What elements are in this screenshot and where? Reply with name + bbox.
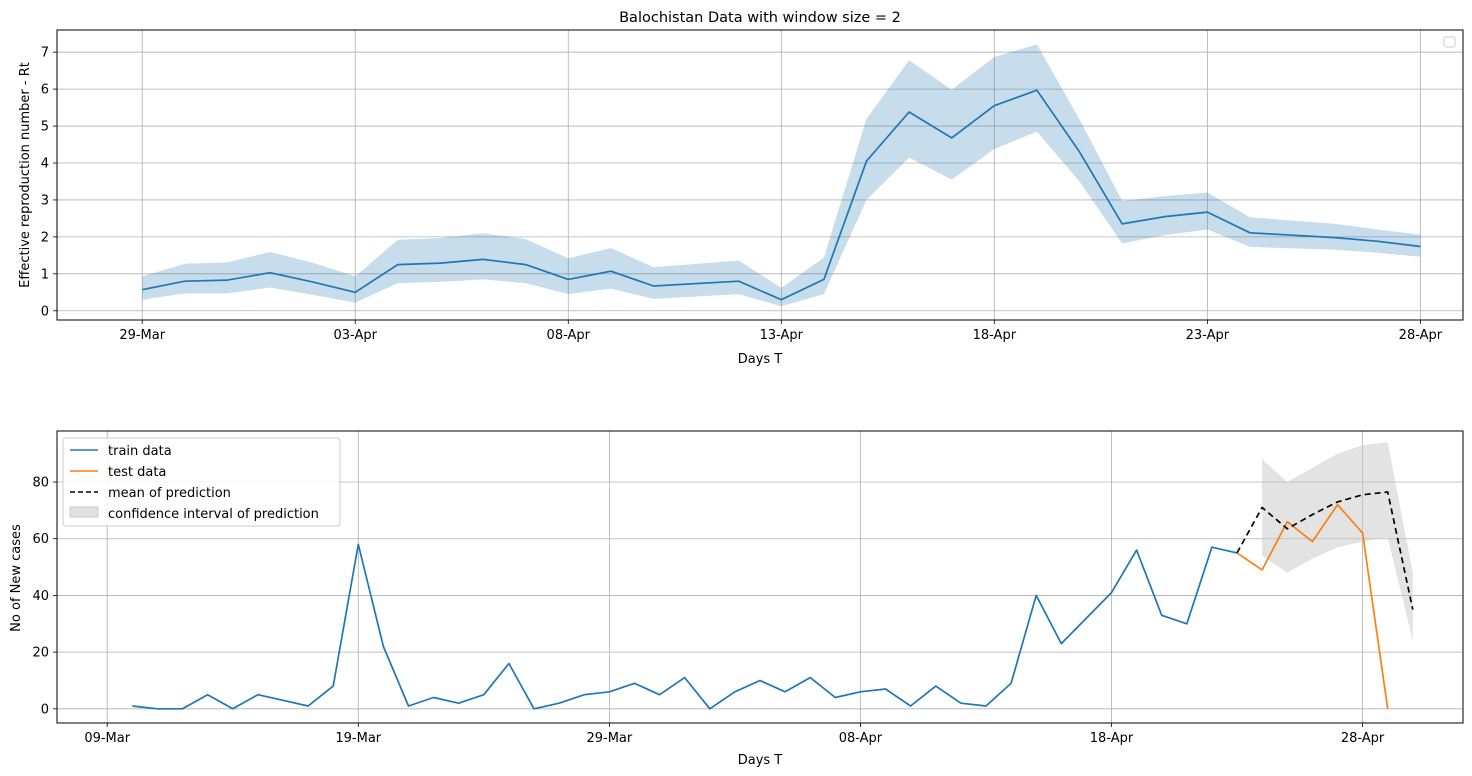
prediction-band-area [1262,442,1413,641]
y-tick-label: 3 [41,193,49,208]
cases-y-axis-label: No of New cases [9,524,24,632]
prediction-confidence-band [1262,442,1413,641]
legend-train-label: train data [108,444,172,459]
y-tick-label: 1 [41,267,49,282]
rt-grid [57,30,1463,320]
x-tick-label: 18-Apr [973,328,1017,343]
cases-axes-frame [56,430,1464,724]
test-data-line [1236,503,1389,709]
rt-band-area [142,44,1421,307]
x-tick-label: 09-Mar [84,731,130,746]
y-tick-label: 6 [41,83,49,98]
y-tick-label: 5 [41,120,49,135]
cases-series [132,491,1414,710]
x-tick-label: 08-Apr [839,731,883,746]
legend-mean-label: mean of prediction [108,486,231,501]
rt-chart-title: Balochistan Data with window size = 2 [619,10,901,26]
x-tick-label: 13-Apr [760,328,804,343]
x-tick-label: 29-Mar [586,731,632,746]
cases-x-ticks: 09-Mar 19-Mar 29-Mar 08-Apr 18-Apr 28-Apr [84,723,1385,746]
rt-y-axis-label: Effective reproduction number - Rt [18,62,33,288]
train-data-line [132,543,1238,710]
y-tick-label: 0 [41,702,49,717]
x-tick-label: 19-Mar [335,731,381,746]
cases-y-ticks: 0 20 40 60 80 [32,476,57,717]
x-tick-label: 18-Apr [1090,731,1134,746]
rt-axes-frame [56,29,1464,321]
x-tick-label: 08-Apr [547,328,591,343]
cases-chart: 09-Mar 19-Mar 29-Mar 08-Apr 18-Apr 28-Apr 0 20… [9,430,1464,768]
y-tick-label: 20 [32,646,49,661]
rt-series [142,89,1421,301]
legend-ci-label: confidence interval of prediction [108,507,319,522]
x-tick-label: 03-Apr [334,328,378,343]
x-tick-label: 28-Apr [1399,328,1443,343]
rt-x-axis-label: Days T [738,352,783,367]
rt-line [142,89,1421,301]
x-tick-label: 28-Apr [1341,731,1385,746]
y-tick-label: 4 [41,156,49,171]
legend-test-label: test data [108,465,166,480]
rt-x-ticks: 29-Mar 03-Apr 08-Apr 13-Apr 18-Apr 23-Apr 28-A… [119,320,1443,343]
y-tick-label: 60 [32,532,49,547]
legend-ci-swatch [69,506,99,518]
y-tick-label: 40 [32,589,49,604]
y-tick-label: 2 [41,230,49,245]
rt-chart: 29-Mar 03-Apr 08-Apr 13-Apr 18-Apr 23-Apr 28-A… [18,10,1464,367]
rt-empty-legend [1443,36,1456,48]
y-tick-label: 0 [41,304,49,319]
legend-box [62,437,341,527]
x-tick-label: 23-Apr [1186,328,1230,343]
cases-x-axis-label: Days T [738,753,783,768]
y-tick-label: 7 [41,46,49,61]
y-tick-label: 80 [32,476,49,491]
cases-legend: train data test data mean of prediction … [62,437,341,527]
rt-y-ticks: 0 1 2 3 4 5 6 7 [41,46,57,319]
rt-confidence-band [142,44,1421,307]
x-tick-label: 29-Mar [119,328,165,343]
